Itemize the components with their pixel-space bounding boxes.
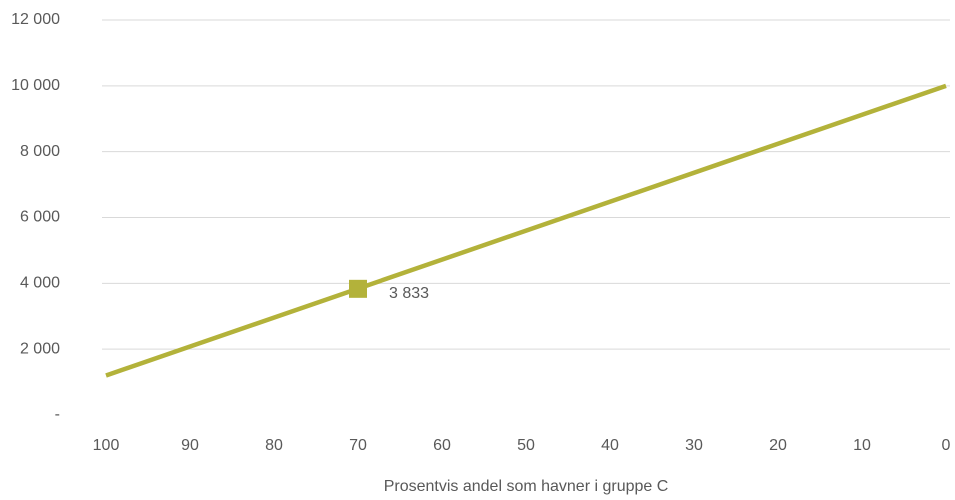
y-tick-label: 2 000 (20, 340, 60, 357)
x-tick-label: 0 (942, 437, 951, 454)
x-tick-label: 20 (769, 437, 787, 454)
line (105, 83, 947, 378)
highlight-marker (349, 279, 367, 298)
x-tick-label: 90 (181, 437, 199, 454)
x-tick-label: 30 (685, 437, 703, 454)
y-tick-label: 10 000 (11, 77, 60, 94)
x-tick-label: 60 (433, 437, 451, 454)
x-tick-label: 80 (265, 437, 283, 454)
y-tick-label: - (55, 406, 60, 423)
y-tick-label: 4 000 (20, 275, 60, 292)
y-tick-label: 8 000 (20, 143, 60, 160)
y-tick-label: 12 000 (11, 11, 60, 28)
x-tick-label: 70 (349, 437, 367, 454)
x-tick-label: 10 (853, 437, 871, 454)
data-label: 3 833 (389, 285, 429, 302)
y-tick-label: 6 000 (20, 209, 60, 226)
x-axis-title: Prosentvis andel som havner i gruppe C (384, 478, 669, 495)
x-tick-label: 100 (93, 437, 120, 454)
x-tick-label: 40 (601, 437, 619, 454)
x-tick-label: 50 (517, 437, 535, 454)
